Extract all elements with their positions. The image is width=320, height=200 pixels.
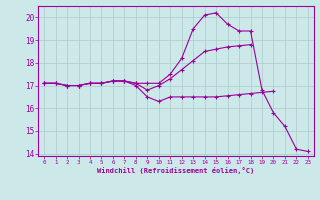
X-axis label: Windchill (Refroidissement éolien,°C): Windchill (Refroidissement éolien,°C)	[97, 167, 255, 174]
